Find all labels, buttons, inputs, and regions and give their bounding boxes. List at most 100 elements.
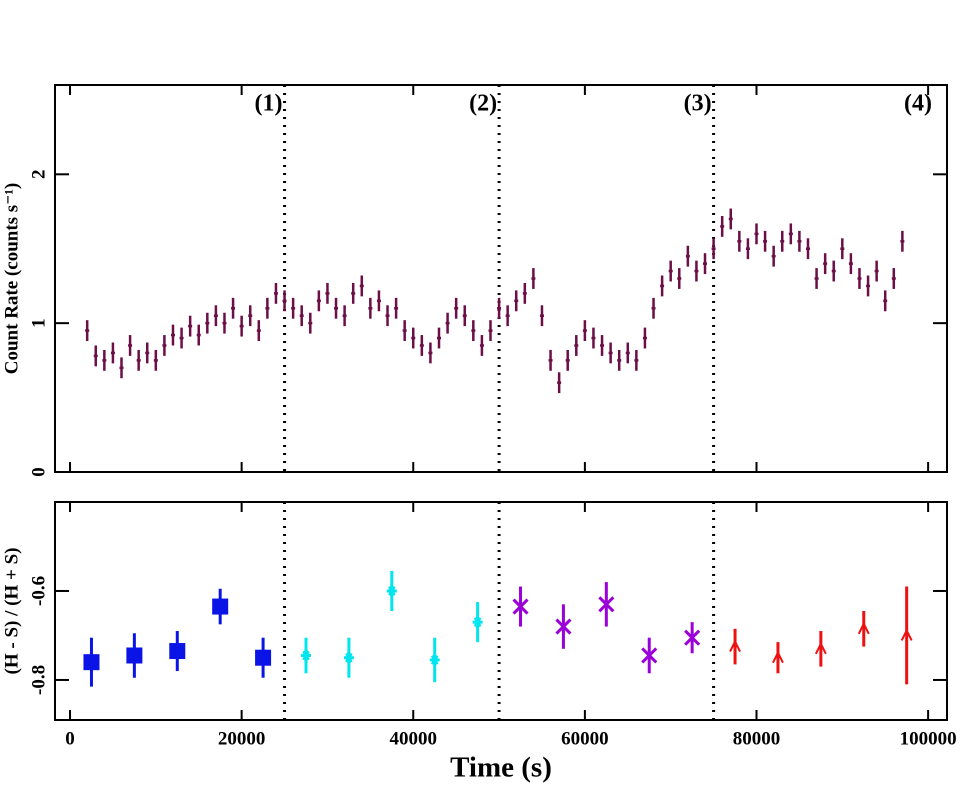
data-point — [308, 312, 313, 334]
segment-label: (4) — [904, 91, 932, 117]
data-point — [641, 637, 658, 674]
data-point — [488, 320, 493, 342]
data-point — [170, 324, 175, 346]
marker — [512, 598, 529, 615]
x-axis-label: Time (s) — [450, 752, 552, 784]
data-point — [136, 349, 141, 371]
data-point — [85, 320, 90, 342]
data-point — [763, 230, 768, 252]
x-tick-label: 80000 — [733, 728, 781, 749]
data-point — [797, 230, 802, 252]
data-point — [857, 611, 870, 647]
data-point — [102, 349, 107, 371]
data-point — [737, 230, 742, 252]
data-point — [557, 372, 562, 394]
data-point — [342, 305, 347, 327]
data-point — [505, 305, 510, 327]
data-point — [437, 327, 442, 349]
marker — [729, 639, 741, 653]
data-point — [574, 335, 579, 356]
data-point — [555, 604, 572, 649]
marker — [83, 654, 100, 671]
data-point — [840, 238, 845, 260]
data-point — [720, 215, 725, 237]
data-point — [703, 253, 708, 275]
data-point — [772, 642, 784, 674]
data-point — [729, 628, 741, 665]
marker — [857, 621, 870, 635]
data-point — [334, 297, 339, 319]
data-point — [565, 349, 570, 371]
data-point — [728, 208, 733, 230]
data-point — [196, 324, 201, 346]
data-point — [385, 305, 390, 327]
data-point — [642, 327, 647, 349]
marker — [126, 647, 143, 664]
data-point — [83, 637, 100, 687]
plot-frame — [54, 84, 948, 473]
data-point — [153, 349, 158, 371]
marker — [641, 647, 658, 664]
data-point — [325, 282, 330, 304]
data-point — [162, 335, 167, 356]
y-tick-label: 0 — [28, 467, 49, 477]
data-point — [128, 335, 133, 356]
data-point — [205, 312, 210, 334]
data-point — [239, 315, 244, 337]
y-axis-label: Count Rate (counts s⁻¹) — [1, 183, 22, 374]
data-point — [600, 335, 605, 356]
data-point — [823, 253, 828, 275]
data-point — [711, 238, 716, 260]
data-point — [582, 320, 587, 342]
data-point — [497, 297, 502, 319]
data-point — [386, 570, 397, 611]
data-point — [351, 282, 356, 304]
data-point — [857, 268, 862, 289]
data-point — [531, 268, 536, 289]
data-point — [514, 290, 519, 312]
marker — [684, 629, 701, 646]
data-point — [479, 335, 484, 356]
y-axis-label: (H - S) / (H + S) — [1, 548, 22, 675]
data-point — [805, 238, 810, 260]
data-point — [814, 631, 827, 667]
data-point — [522, 282, 527, 304]
data-point — [685, 245, 690, 267]
data-point — [282, 290, 287, 312]
segment-label: (2) — [469, 91, 497, 117]
data-point — [255, 637, 272, 678]
data-point — [359, 275, 364, 297]
data-point — [126, 633, 143, 678]
plot-frame — [54, 501, 948, 721]
marker — [255, 649, 272, 666]
y-tick-label: -0.6 — [28, 576, 49, 606]
data-point — [831, 260, 836, 282]
data-point — [677, 268, 682, 289]
data-point — [419, 335, 424, 356]
x-tick-label: 40000 — [390, 728, 438, 749]
x-tick-label: 0 — [65, 728, 75, 749]
data-point — [539, 305, 544, 327]
segment-label: (3) — [684, 91, 712, 117]
y-tick-label: -0.8 — [28, 665, 49, 695]
data-point — [900, 586, 913, 685]
segment-label: (1) — [255, 91, 283, 117]
data-point — [848, 253, 853, 275]
data-point — [402, 320, 407, 342]
data-point — [891, 268, 896, 289]
data-point — [591, 327, 596, 349]
data-point — [273, 282, 278, 304]
y-tick-label: 2 — [28, 170, 49, 180]
data-point — [316, 290, 321, 312]
data-point — [651, 297, 656, 319]
data-point — [110, 342, 115, 364]
data-point — [472, 602, 483, 643]
data-point — [376, 290, 381, 312]
data-point — [660, 275, 665, 297]
data-point — [213, 305, 218, 327]
data-point — [256, 320, 261, 342]
data-point — [608, 342, 613, 364]
data-point — [179, 327, 184, 349]
data-point — [471, 320, 476, 342]
